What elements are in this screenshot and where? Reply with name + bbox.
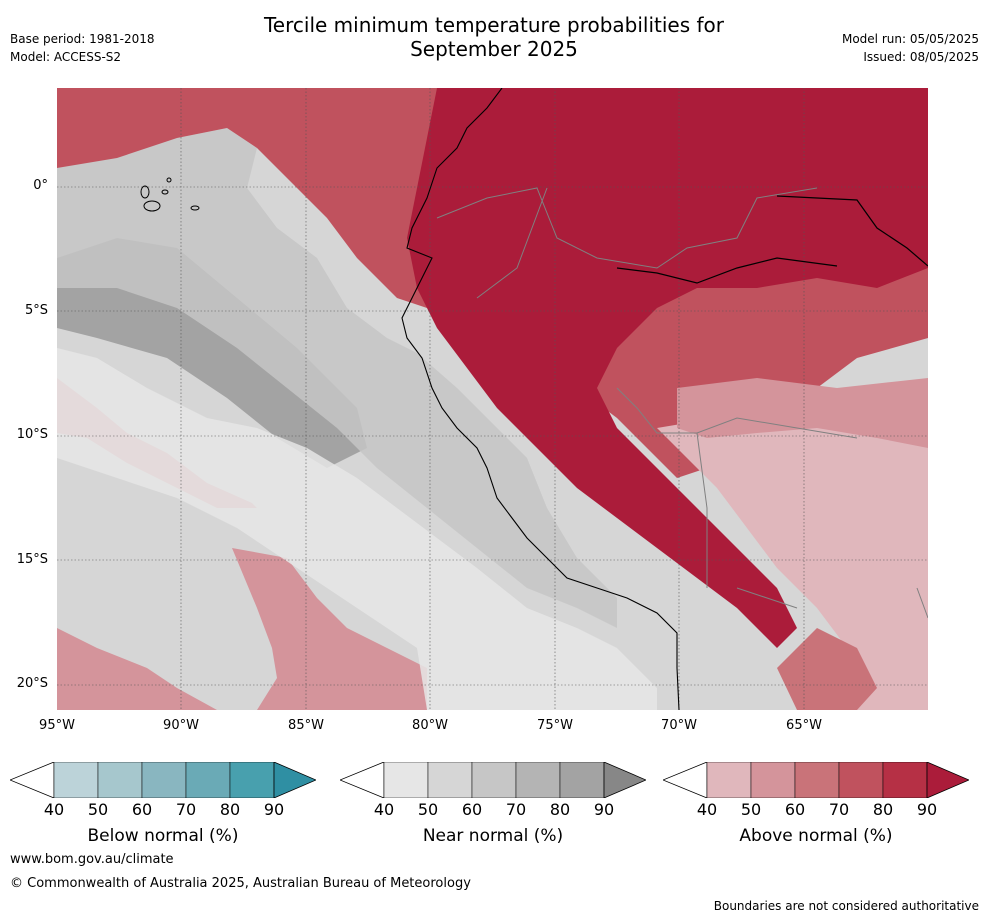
lon-label-80w: 80°W [412,718,448,733]
colorbar-segment [383,762,429,798]
colorbar-tick-label: 60 [784,800,806,819]
lat-label-15s: 15°S [16,552,48,567]
colorbar-tick-label: 80 [872,800,894,819]
colorbar-min-extension [340,762,385,798]
colorbar-above-title: Above normal (%) [739,826,893,846]
lon-label-85w: 85°W [288,718,324,733]
colorbar-tick-label: 40 [373,800,395,819]
colorbar-segment [706,762,752,798]
colorbar-min-extension [663,762,708,798]
model-run: Model run: 05/05/2025 [841,32,979,46]
graticule [57,88,928,710]
lat-label-20s: 20°S [16,676,48,691]
map-title-line2: September 2025 [410,37,578,61]
colorbar-max-extension [603,762,646,798]
colorbar-above [663,762,969,798]
colorbar-tick-label: 90 [263,800,285,819]
ocean-warm-southwest [57,628,217,710]
footer-url: www.bom.gov.au/climate [10,852,174,867]
river [616,195,928,284]
colorbar-near [340,762,646,798]
land-warm-mid-east [677,378,928,448]
colorbar-max-extension [273,762,316,798]
lat-label-10s: 10°S [16,427,48,442]
colorbar-segment [838,762,884,798]
colorbar-segment [750,762,796,798]
ocean-near-normal-light [57,348,657,710]
colorbar-tick-label: 70 [175,800,197,819]
lon-label-65w: 65°W [786,718,822,733]
lon-label-70w: 70°W [661,718,697,733]
land-warm-deep [407,88,928,648]
colorbar-tick-label: 50 [87,800,109,819]
ocean-near-normal-band [57,128,617,628]
issued-date: Issued: 08/05/2025 [863,50,979,64]
colorbar-tick-label: 70 [828,800,850,819]
colorbar-tick-label: 40 [43,800,65,819]
meta-right: Model run: 05/05/2025 Issued: 08/05/2025 [842,30,979,66]
colorbar-tick-label: 80 [219,800,241,819]
colorbar-near-title: Near normal (%) [422,826,564,846]
coastline [401,88,680,710]
colorbar-segment [794,762,840,798]
colorbar-tick-label: 80 [549,800,571,819]
ocean-near-normal-patch [57,238,367,468]
colorbar-segment [515,762,561,798]
colorbar-tick-label: 50 [740,800,762,819]
colorbar-tick-label: 40 [696,800,718,819]
lat-label-0: 0° [33,178,48,193]
map-title-line1: Tercile minimum temperature probabilitie… [263,13,725,37]
colorbar-tick-label: 50 [417,800,439,819]
colorbar-tick-label: 60 [461,800,483,819]
meta-left: Base period: 1981-2018 Model: ACCESS-S2 [10,30,155,66]
colorbar-min-extension [10,762,55,798]
colorbar-segment [97,762,143,798]
country-borders [436,187,928,619]
colorbar-tick-label: 70 [505,800,527,819]
colorbar-max-extension [926,762,969,798]
land-warm-light-east [657,418,928,710]
galapagos-islands [140,177,200,212]
lon-label-75w: 75°W [537,718,573,733]
colorbar-segment [559,762,605,798]
colorbar-segment [882,762,928,798]
lat-label-5s: 5°S [24,303,48,318]
lon-label-95w: 95°W [39,718,75,733]
probability-map [57,88,928,710]
base-period: Base period: 1981-2018 [10,32,155,46]
colorbar-segment [471,762,517,798]
colorbar-segment [53,762,99,798]
colorbar-segment [141,762,187,798]
colorbar-tick-label: 90 [593,800,615,819]
colorbar-segment [427,762,473,798]
footer-note: Boundaries are not considered authoritat… [713,899,979,913]
footer-copyright: © Commonwealth of Australia 2025, Austra… [10,876,471,891]
colorbar-below [10,762,316,798]
lon-label-90w: 90°W [163,718,199,733]
colorbar-below-title: Below normal (%) [87,826,239,846]
colorbar-segment [185,762,231,798]
model-name: Model: ACCESS-S2 [10,50,122,64]
land-warm-southeast [777,628,877,710]
ocean-warm-south [232,548,427,710]
colorbar-tick-label: 60 [131,800,153,819]
colorbar-segment [229,762,275,798]
colorbar-tick-label: 90 [916,800,938,819]
